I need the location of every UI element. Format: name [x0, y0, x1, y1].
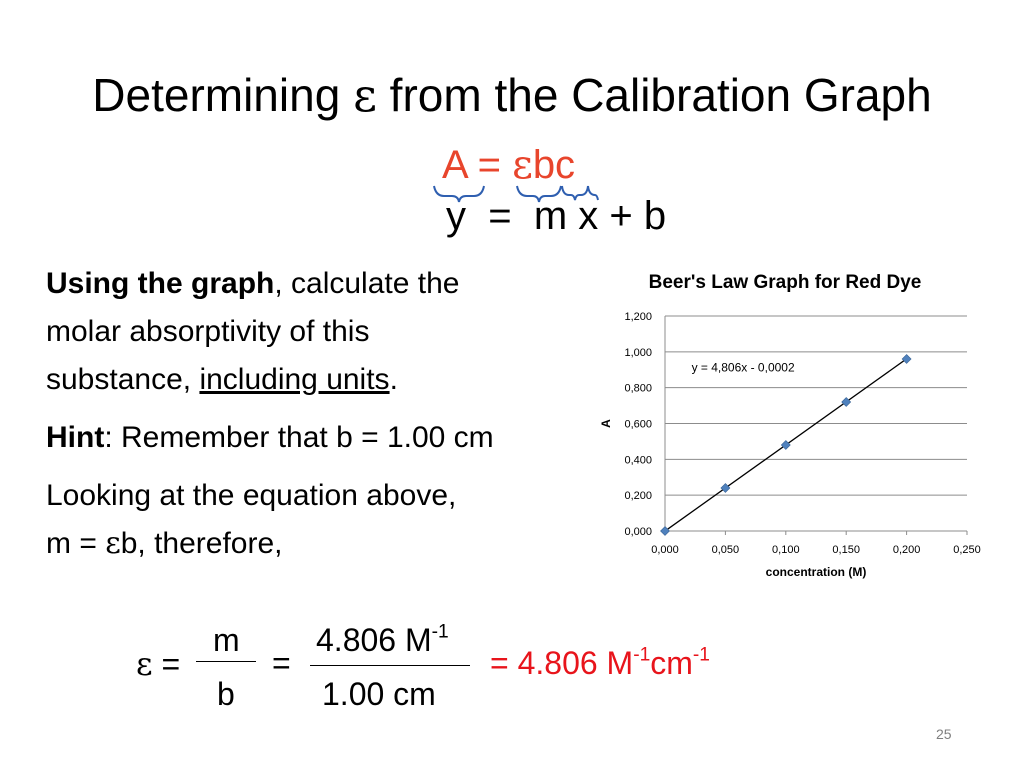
calc-numerator-value: 4.806 M: [316, 622, 432, 658]
chart-x-ticks: 0,000 0,050 0,100 0,150 0,200 0,250: [651, 544, 981, 556]
chart-x-axis-label: concentration (M): [766, 565, 867, 579]
calc-equals-1: =: [161, 646, 181, 682]
title-suffix: from the Calibration Graph: [376, 69, 932, 121]
calc-numerator: 4.806 M-1: [316, 622, 449, 659]
calc-result: = 4.806 M-1cm-1: [490, 645, 710, 682]
instruction-line-2: molar absorptivity of this: [46, 315, 370, 348]
chart-x-tick-label: 0,250: [953, 544, 981, 556]
looking-m-eq: m =: [46, 527, 106, 560]
calc-denominator: 1.00 cm: [322, 676, 436, 712]
chart-y-tick-label: 0,600: [624, 419, 652, 431]
slide-title: Determining ε from the Calibration Graph: [0, 68, 1024, 122]
eq-a: A =: [442, 143, 501, 187]
eq-bc: bc: [532, 143, 576, 187]
chart-x-tick-label: 0,100: [772, 544, 800, 556]
chart-y-tick-label: 0,000: [624, 526, 652, 538]
chart-data-point: [841, 397, 852, 407]
instruction-line-1: Using the graph, calculate the: [46, 260, 459, 308]
calc-m: m: [213, 622, 240, 658]
chart-y-ticks: 0,000 0,200 0,400 0,600 0,800 1,000 1,200: [624, 311, 652, 538]
instruction-paragraph: Using the graph, calculate the molar abs…: [46, 260, 459, 404]
calc-numerator-exponent: -1: [431, 621, 449, 643]
chart-points: [660, 354, 912, 536]
chart-axes: [664, 316, 968, 535]
chart-data-point: [660, 526, 670, 536]
page-number: 25: [936, 726, 952, 742]
chart-y-tick-label: 1,200: [624, 311, 652, 323]
instruction-bold: Using the graph: [46, 267, 275, 300]
eq-epsilon: ε: [512, 142, 533, 188]
chart-data-point: [780, 440, 791, 450]
instruction-rest: , calculate the: [274, 267, 460, 300]
calc-equals-2: =: [272, 645, 291, 681]
title-epsilon: ε: [353, 68, 377, 122]
calc-epsilon: ε: [136, 645, 153, 683]
looking-paragraph: Looking at the equation above, m = εb, t…: [46, 472, 456, 568]
chart-x-tick-label: 0,000: [651, 544, 679, 556]
title-prefix: Determining: [92, 69, 354, 121]
hint-text: Hint: Remember that b = 1.00 cm: [46, 414, 494, 462]
hint-label: Hint: [46, 421, 105, 454]
equation-linear: y = m x + b: [446, 194, 667, 238]
chart-x-tick-label: 0,050: [712, 544, 740, 556]
chart-data-point: [901, 354, 912, 364]
looking-line-1: Looking at the equation above,: [46, 479, 457, 512]
calc-result-value: = 4.806 M: [490, 645, 634, 681]
chart-title: Beer's Law Graph for Red Dye: [648, 272, 922, 293]
chart-y-tick-label: 1,000: [624, 347, 652, 359]
chart-y-tick-label: 0,800: [624, 383, 652, 395]
chart-data-point: [720, 483, 731, 493]
instruction-line-3-pre: substance,: [46, 363, 200, 396]
chart-x-tick-label: 0,200: [893, 544, 921, 556]
instruction-line-3: substance, including units.: [46, 356, 459, 404]
looking-line-2: m = εb, therefore,: [46, 520, 456, 568]
calc-epsilon-eq: ε =: [136, 645, 180, 683]
instruction-line-3-post: .: [389, 363, 398, 396]
looking-epsilon: ε: [105, 526, 121, 561]
looking-b-therefore: b, therefore,: [120, 527, 283, 560]
calc-result-exponent-1: -1: [633, 644, 651, 666]
equation-beer-law: A = εbc: [442, 142, 575, 188]
chart-trendline-equation: y = 4,806x - 0,0002: [692, 361, 795, 375]
calc-result-cm: cm: [650, 645, 693, 681]
chart-grid: [665, 315, 967, 496]
chart-y-tick-label: 0,200: [624, 490, 652, 502]
calc-result-exponent-2: -1: [692, 644, 710, 666]
calc-fraction-line-1: [196, 661, 256, 662]
calc-fraction-line-2: [310, 665, 470, 666]
beers-law-chart: 0,000 0,200 0,400 0,600 0,800 1,000 1,200 0,00…: [599, 311, 981, 579]
chart-y-tick-label: 0,400: [624, 454, 652, 466]
calc-b: b: [217, 676, 235, 712]
hint-rest: : Remember that b = 1.00 cm: [104, 421, 494, 454]
including-units-underlined: including units: [199, 363, 390, 396]
chart-y-axis-label: A: [599, 419, 613, 428]
chart-x-tick-label: 0,150: [832, 544, 860, 556]
